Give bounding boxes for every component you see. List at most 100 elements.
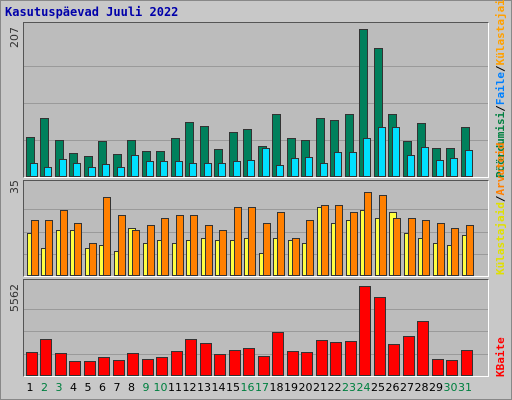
x-tick-label-day-24: 24 xyxy=(356,381,371,394)
legend-part: Külastajaid xyxy=(494,202,507,275)
x-tick-label-day-3: 3 xyxy=(55,381,63,394)
bottom-bar-kbaite-day-21 xyxy=(315,340,328,376)
bottom-bar-kbaite-day-16 xyxy=(243,348,255,376)
x-tick-label-day-18: 18 xyxy=(269,381,284,394)
bottom-bar-kbaite-day-5 xyxy=(83,361,96,376)
x-tick-label-day-7: 7 xyxy=(113,381,121,394)
x-tick-label-day-29: 29 xyxy=(429,381,443,394)
middle-bar-arvuteid-day-8 xyxy=(132,230,140,276)
top-bar-faile-day-2 xyxy=(44,167,52,177)
middle-bar-arvuteid-day-21 xyxy=(320,205,329,276)
x-tick-label-day-10: 10 xyxy=(153,381,168,394)
bottom-bar-kbaite-day-17 xyxy=(257,356,270,376)
top-gridline xyxy=(24,103,488,104)
bottom-bar-kbaite-day-8 xyxy=(127,353,139,376)
legend-part: / xyxy=(494,65,507,73)
top-bar-faile-day-17 xyxy=(261,148,270,177)
middle-bar-arvuteid-day-31 xyxy=(465,225,474,276)
bottom-gridline xyxy=(24,353,488,355)
hits-files-panel xyxy=(23,22,489,178)
top-bar-faile-day-12 xyxy=(189,163,197,177)
top-bar-faile-day-22 xyxy=(334,152,342,177)
x-tick-label-day-28: 28 xyxy=(414,381,429,394)
x-tick-label-day-12: 12 xyxy=(182,381,197,394)
middle-bar-arvuteid-day-1 xyxy=(30,220,39,276)
x-tick-label-day-31: 31 xyxy=(458,381,472,394)
middle-bar-arvuteid-day-24 xyxy=(364,192,372,276)
top-bar-faile-day-6 xyxy=(102,164,110,177)
top-gridline xyxy=(24,140,488,141)
bottom-bar-kbaite-day-1 xyxy=(25,352,38,376)
bottom-bar-kbaite-day-18 xyxy=(272,332,284,376)
kbytes-panel xyxy=(23,279,489,377)
top-bar-faile-day-18 xyxy=(276,165,284,177)
bottom-bar-kbaite-day-15 xyxy=(228,350,241,376)
top-bar-faile-day-24 xyxy=(363,138,371,177)
x-tick-label-day-22: 22 xyxy=(327,381,342,394)
middle-bar-arvuteid-day-11 xyxy=(175,215,184,276)
top-bar-faile-day-9 xyxy=(145,161,154,177)
top-bar-faile-day-5 xyxy=(87,167,96,177)
middle-bar-arvuteid-day-7 xyxy=(117,215,126,276)
bottom-bar-kbaite-day-11 xyxy=(170,351,183,376)
top-bar-faile-day-23 xyxy=(348,152,357,177)
sites-visits-panel xyxy=(23,180,489,277)
middle-bar-arvuteid-day-28 xyxy=(422,220,430,276)
top-bar-faile-day-30 xyxy=(450,158,458,177)
x-tick-label-day-16: 16 xyxy=(240,381,255,394)
middle-y-max-label: 35 xyxy=(8,180,21,194)
middle-bar-arvuteid-day-16 xyxy=(248,207,256,276)
middle-bar-arvuteid-day-25 xyxy=(378,195,387,276)
legend-part: / xyxy=(494,105,507,112)
top-bar-faile-day-4 xyxy=(73,163,81,177)
top-bar-faile-day-10 xyxy=(160,161,168,177)
x-tick-label-day-13: 13 xyxy=(197,381,211,394)
middle-bar-arvuteid-day-30 xyxy=(451,228,459,276)
x-tick-label-day-5: 5 xyxy=(84,381,92,394)
middle-bar-arvuteid-day-22 xyxy=(335,205,343,276)
top-bar-faile-day-16 xyxy=(247,160,255,177)
top-bar-faile-day-20 xyxy=(305,157,313,177)
x-tick-label-day-8: 8 xyxy=(128,381,135,394)
top-bar-faile-day-21 xyxy=(319,163,328,177)
middle-bar-arvuteid-day-14 xyxy=(219,230,227,276)
bottom-bar-kbaite-day-19 xyxy=(286,351,299,376)
middle-bar-arvuteid-day-12 xyxy=(190,215,198,276)
legend-part: KBaite xyxy=(494,337,507,377)
bottom-bar-kbaite-day-2 xyxy=(40,339,52,376)
x-tick-label-day-6: 6 xyxy=(99,381,106,394)
middle-legend-vertical: Külastajaid/Arvuteid xyxy=(494,143,507,275)
x-tick-label-day-27: 27 xyxy=(400,381,414,394)
legend-part: Arvuteid xyxy=(494,142,507,196)
bottom-bar-kbaite-day-30 xyxy=(446,360,458,376)
middle-gridline xyxy=(24,253,488,255)
x-tick-label-day-30: 30 xyxy=(443,381,458,394)
middle-bar-arvuteid-day-18 xyxy=(277,212,285,276)
top-bar-faile-day-25 xyxy=(377,127,386,177)
top-bar-faile-day-13 xyxy=(203,163,212,177)
top-bar-faile-day-27 xyxy=(406,155,415,177)
bottom-bar-kbaite-day-26 xyxy=(388,344,400,376)
middle-bar-arvuteid-day-20 xyxy=(306,220,314,276)
middle-bar-arvuteid-day-26 xyxy=(393,218,401,276)
bottom-bar-kbaite-day-6 xyxy=(98,357,110,376)
top-bar-faile-day-1 xyxy=(29,163,38,177)
bottom-bar-kbaite-day-20 xyxy=(301,352,313,376)
bottom-bar-kbaite-day-10 xyxy=(156,357,168,376)
middle-bar-arvuteid-day-9 xyxy=(146,225,155,276)
bottom-bar-kbaite-day-29 xyxy=(431,359,444,376)
bottom-bar-kbaite-day-27 xyxy=(402,336,415,376)
x-tick-label-day-19: 19 xyxy=(284,381,298,394)
middle-bar-arvuteid-day-29 xyxy=(436,223,445,276)
middle-bar-arvuteid-day-23 xyxy=(349,212,358,276)
middle-bar-arvuteid-day-4 xyxy=(74,223,82,276)
x-tick-label-day-1: 1 xyxy=(26,381,34,394)
x-tick-label-day-4: 4 xyxy=(70,381,77,394)
x-tick-label-day-23: 23 xyxy=(342,381,356,394)
bottom-legend-vertical: KBaite xyxy=(494,337,507,377)
top-bar-faile-day-14 xyxy=(218,163,226,177)
top-bar-faile-day-15 xyxy=(232,161,241,177)
bottom-bar-kbaite-day-9 xyxy=(141,359,154,376)
bottom-bar-kbaite-day-12 xyxy=(185,339,197,376)
middle-bar-arvuteid-day-15 xyxy=(233,207,242,276)
